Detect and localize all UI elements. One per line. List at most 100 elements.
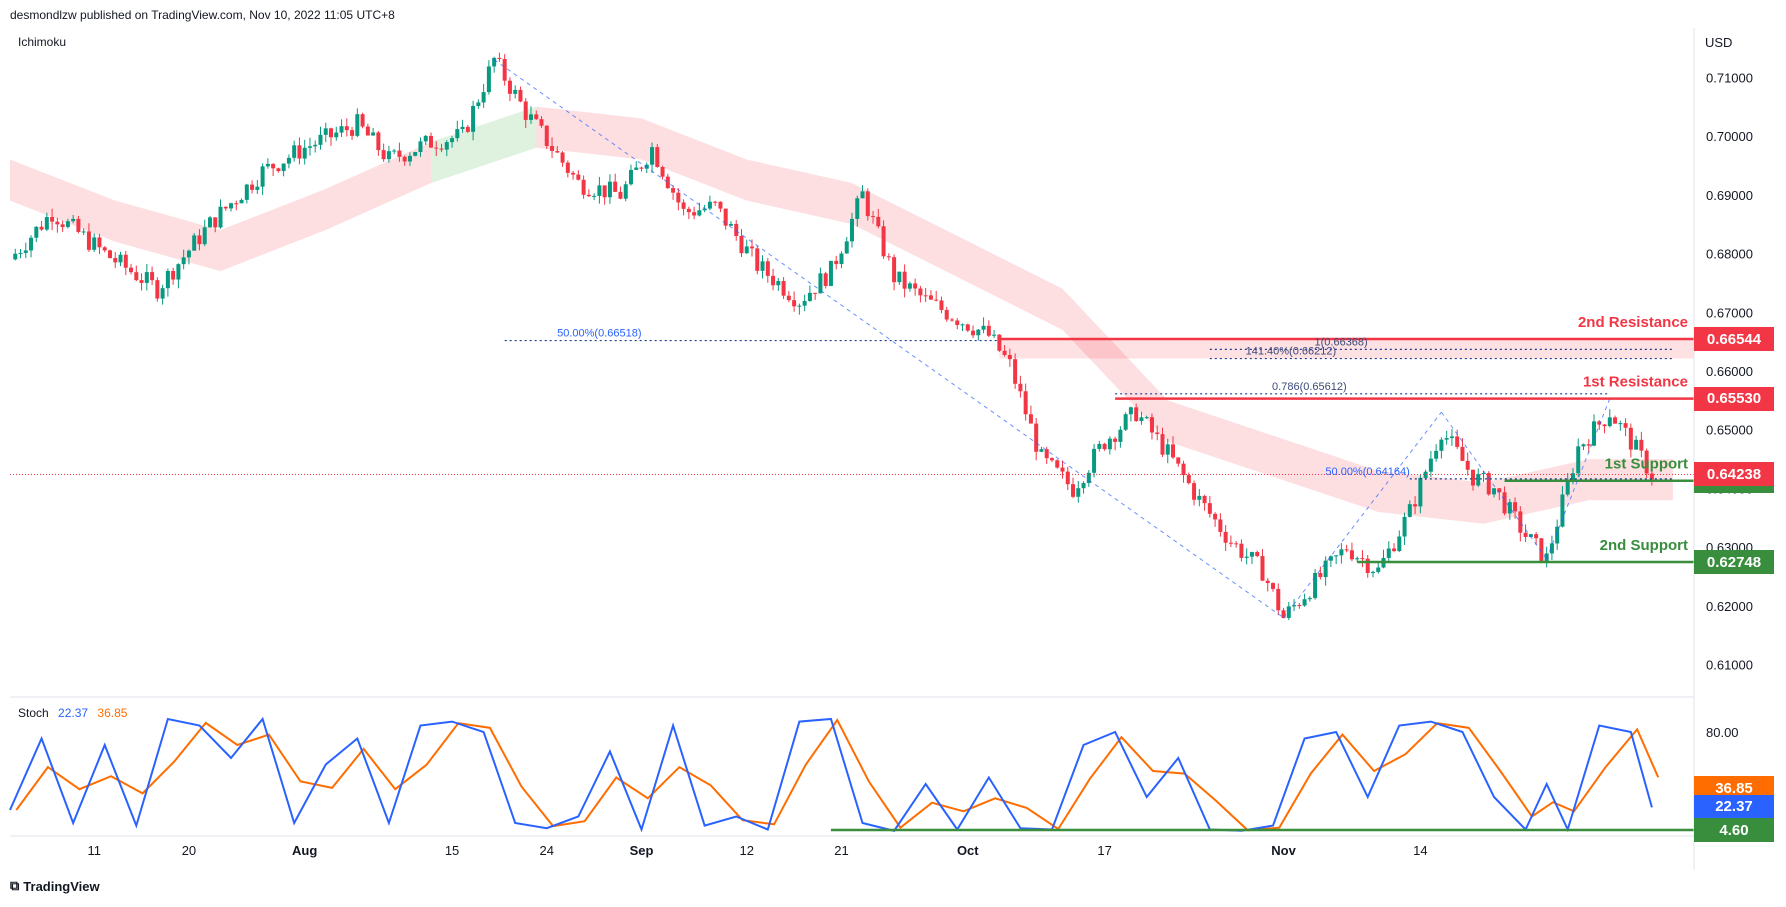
stoch-legend: Stoch 22.37 36.85: [18, 706, 127, 720]
candle-body: [313, 144, 318, 147]
candle-body: [234, 203, 239, 205]
candle-body: [1202, 495, 1207, 504]
tradingview-brand: TradingView: [23, 878, 100, 894]
candle-body: [723, 208, 728, 226]
price-tick-label: 0.66000: [1706, 364, 1753, 379]
candle-body: [807, 292, 812, 301]
tradingview-footer[interactable]: ⧉ TradingView: [10, 878, 100, 894]
candle-body: [560, 152, 565, 163]
time-tick-label: Oct: [957, 843, 979, 858]
candle-body: [1649, 473, 1654, 480]
candle-body: [1592, 421, 1597, 446]
candle-body: [1218, 519, 1223, 532]
candle-body: [407, 155, 412, 162]
candle-body: [1423, 471, 1428, 478]
candle-body: [528, 114, 533, 120]
cloud-segment: [1062, 288, 1168, 442]
candle-body: [881, 226, 886, 257]
candle-body: [913, 283, 918, 289]
level-label: 2nd Resistance: [1578, 314, 1688, 331]
candle-body: [776, 281, 781, 286]
candle-body: [1334, 555, 1339, 557]
candle-body: [565, 162, 570, 173]
candle-body: [260, 166, 265, 187]
candle-body: [1192, 483, 1197, 500]
candle-body: [728, 223, 733, 226]
candle-body: [1144, 417, 1149, 419]
candle-body: [1134, 407, 1139, 421]
candle-body: [671, 188, 676, 193]
candle-body: [1339, 549, 1344, 556]
candle-body: [1034, 423, 1039, 452]
candle-body: [1534, 534, 1539, 539]
candle-body: [350, 130, 355, 136]
candle-body: [1013, 359, 1018, 384]
candle-body: [1165, 444, 1170, 455]
cloud-segment: [115, 200, 221, 272]
cloud-segment: [1273, 435, 1379, 512]
candle-body: [960, 324, 965, 326]
candle-body: [160, 288, 165, 299]
price-tag: 0.66544: [1694, 327, 1774, 352]
candle-body: [1481, 473, 1486, 475]
candle-body: [102, 247, 107, 251]
time-axis: 11 20 Aug 15 24 Sep 12 21 Oct 17 Nov 14: [87, 843, 1427, 858]
candle-body: [81, 231, 86, 233]
time-tick-label: 15: [445, 843, 459, 858]
candle-body: [1623, 423, 1628, 428]
candle-body: [276, 168, 281, 172]
level-label: 1st Support: [1605, 456, 1688, 473]
candle-body: [792, 300, 797, 307]
candle-body: [997, 334, 1002, 351]
candle-body: [150, 272, 155, 281]
stoch-k-tag: 22.37: [1694, 794, 1774, 819]
cloud-segment: [957, 235, 1063, 330]
fib-level-label: 141.40%(0.66212): [1246, 346, 1337, 358]
fib-level-label: 50.00%(0.66518): [557, 328, 641, 340]
candle-body: [1497, 488, 1502, 493]
stoch-k-value: 22.37: [58, 706, 89, 720]
candle-body: [1407, 504, 1412, 517]
candle-body: [429, 135, 433, 148]
publish-header: desmondlzw published on TradingView.com,…: [10, 8, 395, 22]
candle-body: [992, 334, 997, 336]
candle-body: [107, 250, 112, 259]
candle-body: [239, 199, 244, 204]
price-tick-label: 0.71000: [1706, 70, 1753, 85]
cloud-segment: [431, 106, 537, 184]
candle-body: [1465, 460, 1470, 470]
candle-body: [876, 216, 881, 227]
candle-body: [1302, 599, 1307, 606]
candle-body: [1449, 436, 1454, 439]
time-tick-label: Nov: [1271, 843, 1296, 858]
candle-body: [650, 147, 655, 165]
time-tick-label: 20: [182, 843, 196, 858]
candle-body: [734, 223, 739, 236]
candle-body: [1560, 494, 1565, 527]
candle-body: [618, 191, 623, 199]
candle-body: [50, 217, 55, 222]
candle-body: [286, 157, 291, 164]
candle-body: [1234, 543, 1239, 545]
candle-body: [1249, 552, 1254, 557]
candle-body: [1128, 407, 1133, 415]
fib-level-label: 1(0.66368): [1315, 336, 1368, 348]
candle-body: [1155, 432, 1160, 435]
candle-body: [665, 176, 670, 189]
candle-body: [439, 148, 444, 150]
candle-body: [365, 126, 370, 136]
candle-body: [360, 114, 365, 127]
candle-body: [118, 254, 123, 263]
candle-body: [613, 181, 618, 192]
candle-body: [555, 150, 560, 153]
candle-body: [307, 146, 312, 148]
cloud-segment: [10, 159, 116, 242]
candle-body: [1197, 495, 1202, 500]
candle-body: [434, 147, 439, 149]
candle-body: [834, 260, 839, 265]
candle-body: [55, 221, 60, 225]
candle-body: [129, 267, 134, 273]
candle-body: [1397, 536, 1402, 552]
candle-body: [713, 201, 718, 203]
